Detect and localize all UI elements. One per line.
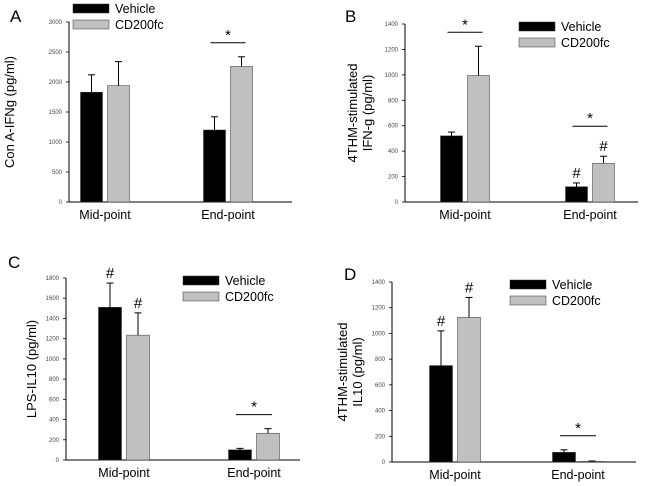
legend-label: CD200fc	[225, 290, 274, 304]
y-tick-label: 400	[49, 418, 60, 424]
legend-label: CD200fc	[115, 18, 164, 32]
y-axis-title: IFN-g (pg/ml)	[360, 75, 375, 152]
legend-swatch	[518, 37, 556, 48]
significance-mark: #	[599, 138, 608, 155]
y-tick-label: 800	[388, 98, 399, 104]
legend-swatch	[72, 19, 110, 30]
y-tick-label: 200	[49, 438, 60, 444]
y-tick-label: 1000	[46, 357, 60, 363]
y-tick-label: 1600	[46, 296, 60, 302]
y-tick-label: 0	[395, 200, 399, 206]
y-tick-label: 200	[375, 434, 386, 440]
y-tick-label: 2000	[49, 80, 63, 86]
y-tick-label: 800	[49, 377, 60, 383]
x-tick-label: End-point	[563, 208, 617, 222]
y-tick-label: 3000	[49, 20, 63, 26]
y-tick-label: 1400	[46, 316, 60, 322]
bar-cd200fc-mid-point	[457, 317, 481, 463]
bar-vehicle-mid-point	[98, 307, 122, 461]
significance-mark: #	[465, 279, 474, 296]
legend-swatch	[509, 279, 547, 290]
y-tick-label: 200	[388, 175, 399, 181]
bar-vehicle-end-point	[552, 452, 576, 463]
y-tick-label: 600	[388, 124, 399, 130]
x-tick-label: End-point	[551, 468, 605, 482]
significance-star: *	[251, 399, 257, 416]
panel-label: D	[344, 265, 356, 284]
y-tick-label: 1200	[372, 306, 386, 312]
legend-label: CD200fc	[561, 36, 610, 50]
legend-label: Vehicle	[552, 278, 592, 292]
significance-star: *	[225, 27, 231, 44]
y-tick-label: 600	[375, 383, 386, 389]
legend-swatch	[518, 21, 556, 32]
panel-d: D 0 200 400 600 800 1000 1200 1400 4THM-stimulate…	[335, 265, 636, 482]
legend-swatch	[72, 3, 110, 14]
y-tick-label: 1400	[385, 22, 399, 28]
bar-vehicle-end-point	[228, 449, 252, 461]
y-tick-label: 600	[49, 397, 60, 403]
bar-vehicle-mid-point	[440, 135, 463, 203]
panel-c: C 0 200 400 600 800 1000 1200 1400 1600 1800 LPS-IL…	[8, 253, 300, 480]
y-axis-title: Con A-IFNg (pg/ml)	[2, 56, 17, 168]
y-tick-label: 400	[375, 409, 386, 415]
y-axis-title: LPS-IL10 (pg/ml)	[24, 320, 39, 418]
significance-mark: #	[134, 295, 143, 312]
y-axis-title: 4THM-stimulated	[335, 323, 350, 422]
panel-label: C	[8, 253, 20, 272]
significance-mark: #	[572, 165, 581, 182]
bar-cd200fc-mid-point	[107, 85, 130, 203]
y-tick-label: 1000	[385, 73, 399, 79]
x-tick-label: Mid-point	[79, 208, 131, 222]
panel-a: A 0 500 1000 1500 2000 2500 3000 Con A-IFNg (pg/…	[2, 2, 292, 222]
x-tick-label: Mid-point	[429, 468, 481, 482]
significance-mark: #	[437, 313, 446, 330]
panel-label: A	[10, 7, 22, 26]
y-tick-label: 2500	[49, 50, 63, 56]
bar-vehicle-mid-point	[429, 365, 453, 463]
significance-star: *	[462, 16, 468, 33]
legend-swatch	[509, 295, 547, 306]
y-tick-label: 0	[56, 458, 60, 464]
bar-vehicle-mid-point	[80, 91, 103, 203]
significance-star: *	[575, 420, 581, 437]
legend-label: Vehicle	[225, 274, 265, 288]
legend-label: Vehicle	[115, 2, 155, 16]
y-tick-label: 1000	[372, 331, 386, 337]
y-axis-title: 4THM-stimulated	[345, 64, 360, 163]
y-tick-label: 1200	[46, 337, 60, 343]
x-tick-label: Mid-point	[98, 466, 150, 480]
panel-b: B 0 200 400 600 800 1000 1200 1400 4THM-stimulate…	[345, 7, 638, 222]
y-tick-label: 1800	[46, 276, 60, 282]
legend-swatch	[182, 275, 220, 286]
significance-mark: #	[106, 265, 115, 282]
y-tick-label: 800	[375, 357, 386, 363]
legend-swatch	[182, 291, 220, 302]
x-tick-label: End-point	[201, 208, 255, 222]
bar-cd200fc-end-point	[256, 432, 280, 461]
y-tick-label: 1500	[49, 110, 63, 116]
y-tick-label: 1400	[372, 280, 386, 286]
y-tick-label: 1000	[49, 140, 63, 146]
legend-label: CD200fc	[552, 294, 601, 308]
x-tick-label: End-point	[227, 466, 281, 480]
x-tick-label: Mid-point	[439, 208, 491, 222]
y-axis-title: IL10 (pg/ml)	[350, 337, 365, 406]
bar-cd200fc-end-point	[592, 162, 615, 203]
y-tick-label: 0	[59, 200, 63, 206]
bar-cd200fc-end-point	[230, 66, 253, 203]
bar-cd200fc-mid-point	[126, 334, 150, 461]
bar-vehicle-end-point	[565, 186, 588, 203]
bar-cd200fc-mid-point	[467, 75, 490, 203]
y-tick-label: 0	[382, 460, 386, 466]
y-tick-label: 400	[388, 149, 399, 155]
y-tick-label: 1200	[385, 47, 399, 53]
legend-label: Vehicle	[561, 20, 601, 34]
y-tick-label: 500	[52, 170, 63, 176]
panel-label: B	[345, 7, 356, 26]
significance-star: *	[587, 110, 593, 127]
bar-vehicle-end-point	[203, 129, 226, 203]
